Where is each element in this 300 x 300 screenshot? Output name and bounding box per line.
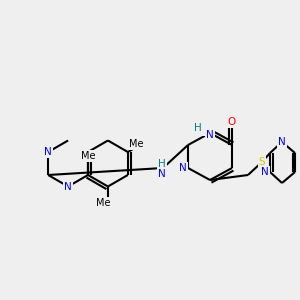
Text: N: N — [278, 137, 286, 147]
Text: Me: Me — [129, 139, 144, 149]
Text: Me: Me — [81, 151, 95, 161]
Text: N: N — [44, 147, 52, 157]
Text: N: N — [206, 130, 214, 140]
Text: H: H — [194, 123, 202, 133]
Text: Me: Me — [96, 197, 110, 208]
Text: N: N — [64, 182, 72, 191]
Text: N: N — [158, 169, 166, 179]
Text: S: S — [259, 157, 265, 167]
Text: N: N — [179, 163, 187, 173]
Text: H: H — [196, 125, 204, 135]
Text: O: O — [228, 117, 236, 127]
Text: H: H — [158, 159, 166, 169]
Text: N: N — [261, 167, 269, 177]
